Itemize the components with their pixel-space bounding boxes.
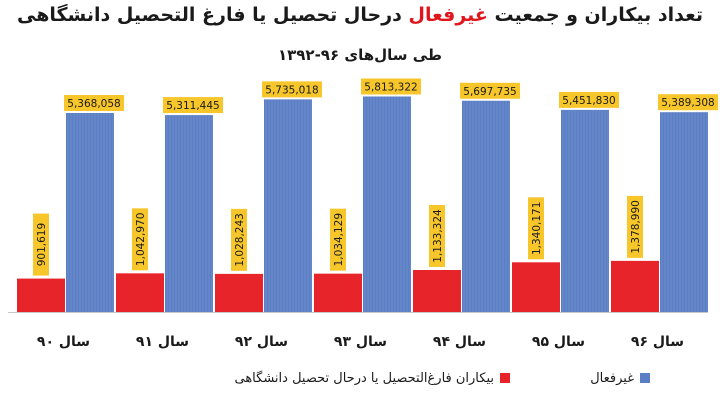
- blue-label-box-2: [262, 81, 322, 98]
- red-value-label-1: 1,042,970: [135, 213, 147, 266]
- blue-label-box-1: [163, 97, 223, 114]
- category-label-1: سال ۹۱: [136, 334, 189, 350]
- blue-value-label-3: 5,813,322: [364, 81, 417, 93]
- blue-value-label-0: 5,368,058: [67, 98, 120, 110]
- red-value-label-3: 1,034,129: [333, 213, 345, 266]
- bar-red-4: [413, 269, 461, 312]
- bar-red-0: [17, 278, 65, 312]
- red-label-box-5: [528, 197, 544, 260]
- red-value-label-2: 1,028,243: [234, 213, 246, 266]
- category-label-3: سال ۹۳: [334, 334, 387, 350]
- bar-red-5: [512, 262, 560, 312]
- blue-label-box-5: [559, 91, 619, 108]
- legend-label-unemployed: بیکاران فارغ‌التحصیل یا درحال تحصیل دانش…: [234, 370, 494, 386]
- title-part-before: تعداد بیکاران و جمعیت: [487, 4, 704, 26]
- title-part-after: درحال تحصیل یا فارغ التحصیل دانشگاهی: [16, 4, 409, 26]
- red-label-box-3: [330, 208, 346, 271]
- blue-label-box-0: [64, 94, 124, 111]
- category-label-5: سال ۹۵: [532, 334, 585, 350]
- red-value-label-6: 1,378,990: [630, 200, 642, 253]
- title-part-highlight: غیرفعال: [408, 4, 488, 26]
- red-label-box-0: [33, 213, 49, 276]
- category-label-0: سال ۹۰: [37, 334, 90, 350]
- category-label-2: سال ۹۲: [235, 334, 288, 350]
- blue-value-label-1: 5,311,445: [166, 100, 219, 112]
- red-label-box-1: [132, 208, 148, 271]
- blue-label-box-4: [460, 82, 520, 99]
- blue-value-label-2: 5,735,018: [265, 84, 318, 96]
- red-label-box-2: [231, 208, 247, 271]
- red-value-label-4: 1,133,324: [432, 209, 444, 263]
- blue-value-label-4: 5,697,735: [463, 86, 516, 98]
- bar-red-2: [215, 273, 263, 312]
- bar-red-1: [116, 273, 164, 312]
- blue-value-label-5: 5,451,830: [562, 95, 615, 107]
- legend-label-inactive: غیرفعال: [590, 371, 634, 386]
- blue-label-box-3: [361, 78, 421, 95]
- chart-subtitle: طی سال‌های ۹۶-۱۳۹۲: [277, 46, 443, 64]
- category-label-6: سال ۹۶: [631, 334, 684, 350]
- blue-label-box-6: [658, 94, 718, 111]
- bar-red-3: [314, 273, 362, 312]
- legend-swatch-unemployed: [500, 373, 510, 383]
- blue-value-label-6: 5,389,308: [661, 97, 714, 109]
- chart-title: تعداد بیکاران و جمعیت غیرفعال درحال تحصی…: [0, 4, 720, 26]
- red-label-box-6: [627, 195, 643, 258]
- legend-swatch-inactive: [640, 373, 650, 383]
- red-value-label-0: 901,619: [36, 223, 48, 266]
- bar-red-6: [611, 260, 659, 312]
- category-label-4: سال ۹۴: [433, 334, 486, 350]
- red-label-box-4: [429, 204, 445, 267]
- red-value-label-5: 1,340,171: [531, 202, 543, 255]
